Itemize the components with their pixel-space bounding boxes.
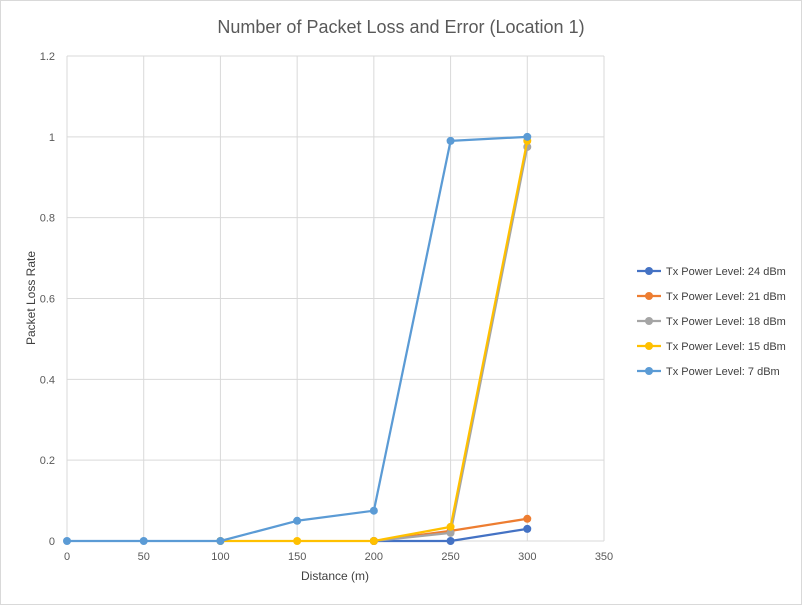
legend-label: Tx Power Level: 21 dBm: [666, 291, 786, 303]
data-point: [446, 136, 455, 145]
legend-item: Tx Power Level: 15 dBm: [637, 341, 786, 353]
x-tick-label: 100: [211, 551, 229, 563]
series-layer: [63, 132, 532, 545]
legend-label: Tx Power Level: 15 dBm: [666, 341, 786, 353]
y-axis-label: Packet Loss Rate: [24, 251, 38, 345]
data-point: [63, 537, 71, 545]
y-tick-label: 0: [49, 536, 55, 548]
data-point: [293, 516, 302, 525]
x-tick-label: 200: [365, 551, 383, 563]
data-point: [523, 514, 532, 523]
grid-layer: [66, 55, 605, 542]
data-point: [523, 524, 532, 533]
x-tick-label: 50: [138, 551, 150, 563]
legend-swatch-marker: [645, 317, 653, 325]
y-tick-label: 0.6: [40, 294, 55, 306]
y-tick-label: 0.2: [40, 455, 55, 467]
chart-title: Number of Packet Loss and Error (Locatio…: [217, 17, 584, 37]
x-tick-label: 300: [518, 551, 536, 563]
legend-swatch-marker: [645, 342, 653, 350]
y-tick-label: 0.4: [40, 374, 55, 386]
legend-label: Tx Power Level: 24 dBm: [666, 266, 786, 278]
data-point: [446, 522, 455, 531]
legend-label: Tx Power Level: 7 dBm: [666, 366, 780, 378]
legend-label: Tx Power Level: 18 dBm: [666, 316, 786, 328]
x-tick-label: 350: [595, 551, 613, 563]
data-point: [293, 537, 302, 545]
series-5: [63, 132, 532, 545]
legend-item: Tx Power Level: 7 dBm: [637, 366, 780, 378]
x-axis-label: Distance (m): [301, 569, 369, 583]
x-tick-label: 150: [288, 551, 306, 563]
legend-swatch-marker: [645, 292, 653, 300]
data-point: [446, 537, 455, 545]
data-point: [523, 132, 532, 141]
legend-swatch-marker: [645, 367, 653, 375]
data-point: [446, 528, 455, 537]
y-tick-label: 0.8: [40, 213, 55, 225]
data-point: [369, 537, 378, 545]
legend-item: Tx Power Level: 21 dBm: [637, 291, 786, 303]
data-point: [139, 537, 148, 545]
data-point: [216, 537, 225, 545]
legend-item: Tx Power Level: 24 dBm: [637, 266, 786, 278]
y-tick-label: 1: [49, 132, 55, 144]
y-tick-label: 1.2: [40, 51, 55, 63]
legend-swatch-marker: [645, 267, 653, 275]
tick-labels: 0 50 100 150 200 250 300 350 0 0.2 0.4 0.6 0.8 1 1.2: [40, 51, 613, 563]
legend: Tx Power Level: 24 dBm Tx Power Level: 21…: [637, 266, 786, 378]
legend-item: Tx Power Level: 18 dBm: [637, 316, 786, 328]
data-point: [369, 506, 378, 515]
x-tick-label: 0: [64, 551, 70, 563]
x-tick-label: 250: [441, 551, 459, 563]
